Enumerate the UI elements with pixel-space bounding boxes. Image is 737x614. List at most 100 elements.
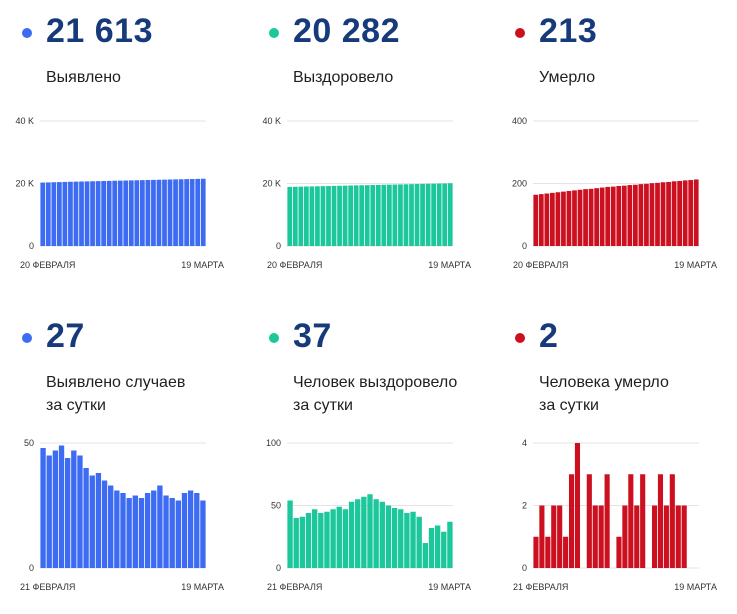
x-end-label: 19 МАРТА (428, 582, 471, 592)
bar (649, 183, 655, 246)
bar (442, 183, 448, 246)
bar (40, 182, 46, 246)
bar (361, 496, 367, 568)
bar (364, 185, 370, 246)
bar (381, 184, 387, 246)
bar (173, 179, 178, 246)
x-end-label: 19 МАРТА (181, 260, 224, 270)
bar (95, 473, 102, 568)
caption: Выявлено (46, 66, 121, 89)
bar (551, 505, 557, 568)
bar (586, 474, 592, 568)
x-start-label: 20 ФЕВРАЛЯ (20, 260, 75, 270)
bar (151, 490, 157, 568)
bar (315, 186, 320, 246)
bar (404, 513, 410, 568)
bar (555, 192, 561, 246)
bar (324, 511, 330, 568)
bar (320, 186, 326, 246)
bar (309, 186, 315, 246)
bar (420, 183, 425, 246)
x-end-label: 19 МАРТА (181, 582, 224, 592)
legend-dot (22, 28, 32, 38)
x-start-label: 21 ФЕВРАЛЯ (20, 582, 75, 592)
bar (169, 498, 175, 568)
bar (151, 179, 156, 246)
y-tick-label: 20 K (15, 179, 34, 189)
x-end-label: 19 МАРТА (674, 582, 717, 592)
bar (677, 181, 682, 246)
big-number: 20 282 (293, 12, 400, 50)
bar-chart: 400 200 0 20 ФЕВРАЛЯ 19 МАРТА (512, 116, 717, 270)
bar (633, 184, 638, 246)
bar (353, 185, 359, 246)
caption-line-2: за сутки (539, 397, 599, 414)
caption: Выявлено случаев за сутки (46, 371, 185, 417)
bar (428, 528, 435, 568)
bar-chart: 50 0 21 ФЕВРАЛЯ 19 МАРТА (20, 438, 224, 592)
bar (660, 182, 666, 246)
bar (112, 180, 118, 246)
y-tick-label: 400 (512, 116, 527, 126)
x-start-label: 20 ФЕВРАЛЯ (267, 260, 322, 270)
bar (126, 498, 132, 568)
legend-dot (515, 333, 525, 343)
bar (379, 501, 385, 568)
bar (355, 499, 361, 568)
x-start-label: 21 ФЕВРАЛЯ (267, 582, 322, 592)
bar (287, 500, 293, 568)
bar (331, 185, 337, 246)
bar (90, 181, 95, 246)
bar (140, 180, 145, 246)
y-tick-label: 50 (271, 501, 281, 511)
bar (434, 525, 441, 568)
bar (108, 485, 114, 568)
bar (40, 448, 46, 568)
bar (184, 179, 189, 246)
bar (568, 474, 575, 568)
bar (336, 506, 342, 568)
bar (162, 179, 167, 246)
bar (375, 184, 381, 246)
big-number: 27 (46, 317, 85, 355)
panel-total-deaths: 213 Умерло 400 200 0 20 ФЕВРАЛЯ 19 МАРТА (493, 0, 733, 295)
y-tick-label: 50 (24, 438, 34, 448)
y-tick-label: 4 (522, 438, 527, 448)
bar (616, 536, 622, 568)
x-start-label: 21 ФЕВРАЛЯ (513, 582, 568, 592)
panel-daily-cases: 27 Выявлено случаев за сутки 50 0 21 ФЕВРА… (0, 305, 240, 600)
bar (563, 536, 569, 568)
bar (657, 474, 664, 568)
bar (545, 536, 551, 568)
bar (621, 185, 627, 246)
bar (120, 493, 126, 568)
big-number: 213 (539, 12, 598, 50)
legend-dot (22, 333, 32, 343)
bar (348, 185, 353, 246)
bar (89, 475, 95, 568)
bar (304, 186, 309, 246)
bar (425, 183, 431, 246)
y-tick-label: 20 K (262, 179, 281, 189)
bar (644, 183, 649, 246)
bar (544, 193, 550, 246)
bar (52, 450, 59, 568)
bar (95, 181, 101, 246)
bar (58, 445, 65, 568)
bar (640, 474, 646, 568)
bar (634, 505, 640, 568)
bar (385, 505, 392, 568)
caption-line-1: Умерло (539, 69, 596, 86)
bar (305, 513, 312, 568)
big-number: 37 (293, 317, 332, 355)
bar (594, 188, 599, 246)
bar (144, 493, 151, 568)
bar (156, 179, 162, 246)
bar (342, 509, 349, 568)
bar (68, 181, 73, 246)
caption-line-1: Человек выздоровело (293, 374, 458, 391)
bar (342, 185, 348, 246)
bar (157, 485, 163, 568)
bar (337, 185, 342, 246)
bar (583, 189, 588, 246)
